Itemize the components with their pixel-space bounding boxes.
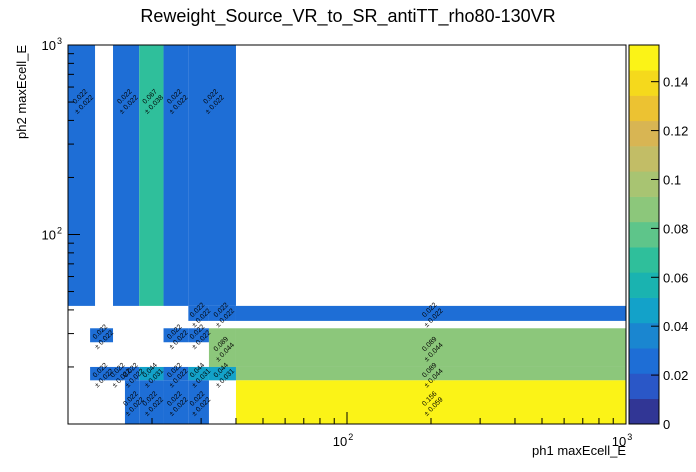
heatmap-cell [90, 366, 114, 381]
heatmap-cell [163, 328, 189, 343]
heatmap-cell [113, 45, 140, 306]
colorbar-tick-label: 0.1 [663, 172, 681, 187]
heatmap-cell [188, 305, 209, 321]
colorbar-segment [629, 322, 659, 349]
heatmap-cells [68, 45, 626, 424]
colorbar-segment [629, 146, 659, 172]
heatmap-cell [235, 380, 626, 424]
heatmap-cell [163, 45, 189, 306]
colorbar-segment [629, 95, 659, 122]
x-axis-label: ph1 maxEcell_E [532, 443, 626, 458]
heatmap-cell [208, 328, 236, 367]
colorbar-segment [629, 398, 659, 425]
colorbar-segment [629, 221, 659, 248]
colorbar-tick-label: 0.04 [663, 319, 688, 334]
colorbar-segment [629, 196, 659, 223]
y-tick-label: 102 [42, 226, 62, 243]
heatmap-cell [163, 380, 189, 424]
colorbar-tick-label: 0.02 [663, 368, 688, 383]
color-scale-bar: 0 0.02 0.04 0.06 0.08 0.1 0.12 0.14 [628, 44, 688, 432]
heatmap-cell [235, 305, 626, 321]
colorbar-tick-label: 0 [663, 417, 670, 432]
heatmap-cell [188, 328, 209, 343]
y-tick-label: 103 [42, 36, 62, 53]
heatmap-cell [124, 380, 140, 424]
heatmap-cell [188, 45, 236, 306]
colorbar-segment [629, 297, 659, 324]
heatmap-cell [90, 328, 114, 343]
heatmap-cell [163, 366, 189, 381]
y-axis-label: ph2 maxEcell_E [14, 45, 29, 139]
heatmap-cell [113, 366, 125, 381]
colorbar-tick-label: 0.12 [663, 124, 688, 139]
heatmap-cell [139, 380, 164, 424]
heatmap-cell [124, 366, 140, 381]
colorbar-tick-label: 0.14 [663, 75, 688, 90]
heatmap-cell [68, 45, 96, 306]
heatmap-cell [208, 305, 236, 321]
heatmap-cell [208, 366, 236, 381]
colorbar-frame [628, 44, 660, 425]
colorbar-segment [629, 70, 659, 96]
colorbar-segment [629, 120, 659, 147]
colorbar-segment [629, 171, 659, 197]
colorbar-segment [629, 373, 659, 400]
colorbar-segment [629, 348, 659, 374]
heatmap-cell [139, 366, 164, 381]
colorbar-segment [629, 247, 659, 273]
x-tick-label: 102 [333, 432, 353, 449]
heatmap-cell [139, 45, 164, 306]
heatmap-cell [235, 366, 626, 381]
chart-title: Reweight_Source_VR_to_SR_antiTT_rho80-13… [140, 6, 555, 27]
colorbar-segment [629, 45, 659, 71]
heatmap-cell [188, 366, 209, 381]
colorbar-segment [629, 272, 659, 298]
heatmap-cell [188, 380, 209, 424]
colorbar-tick-label: 0.06 [663, 270, 688, 285]
colorbar-tick-label: 0.08 [663, 221, 688, 236]
heatmap-cell [235, 328, 626, 367]
